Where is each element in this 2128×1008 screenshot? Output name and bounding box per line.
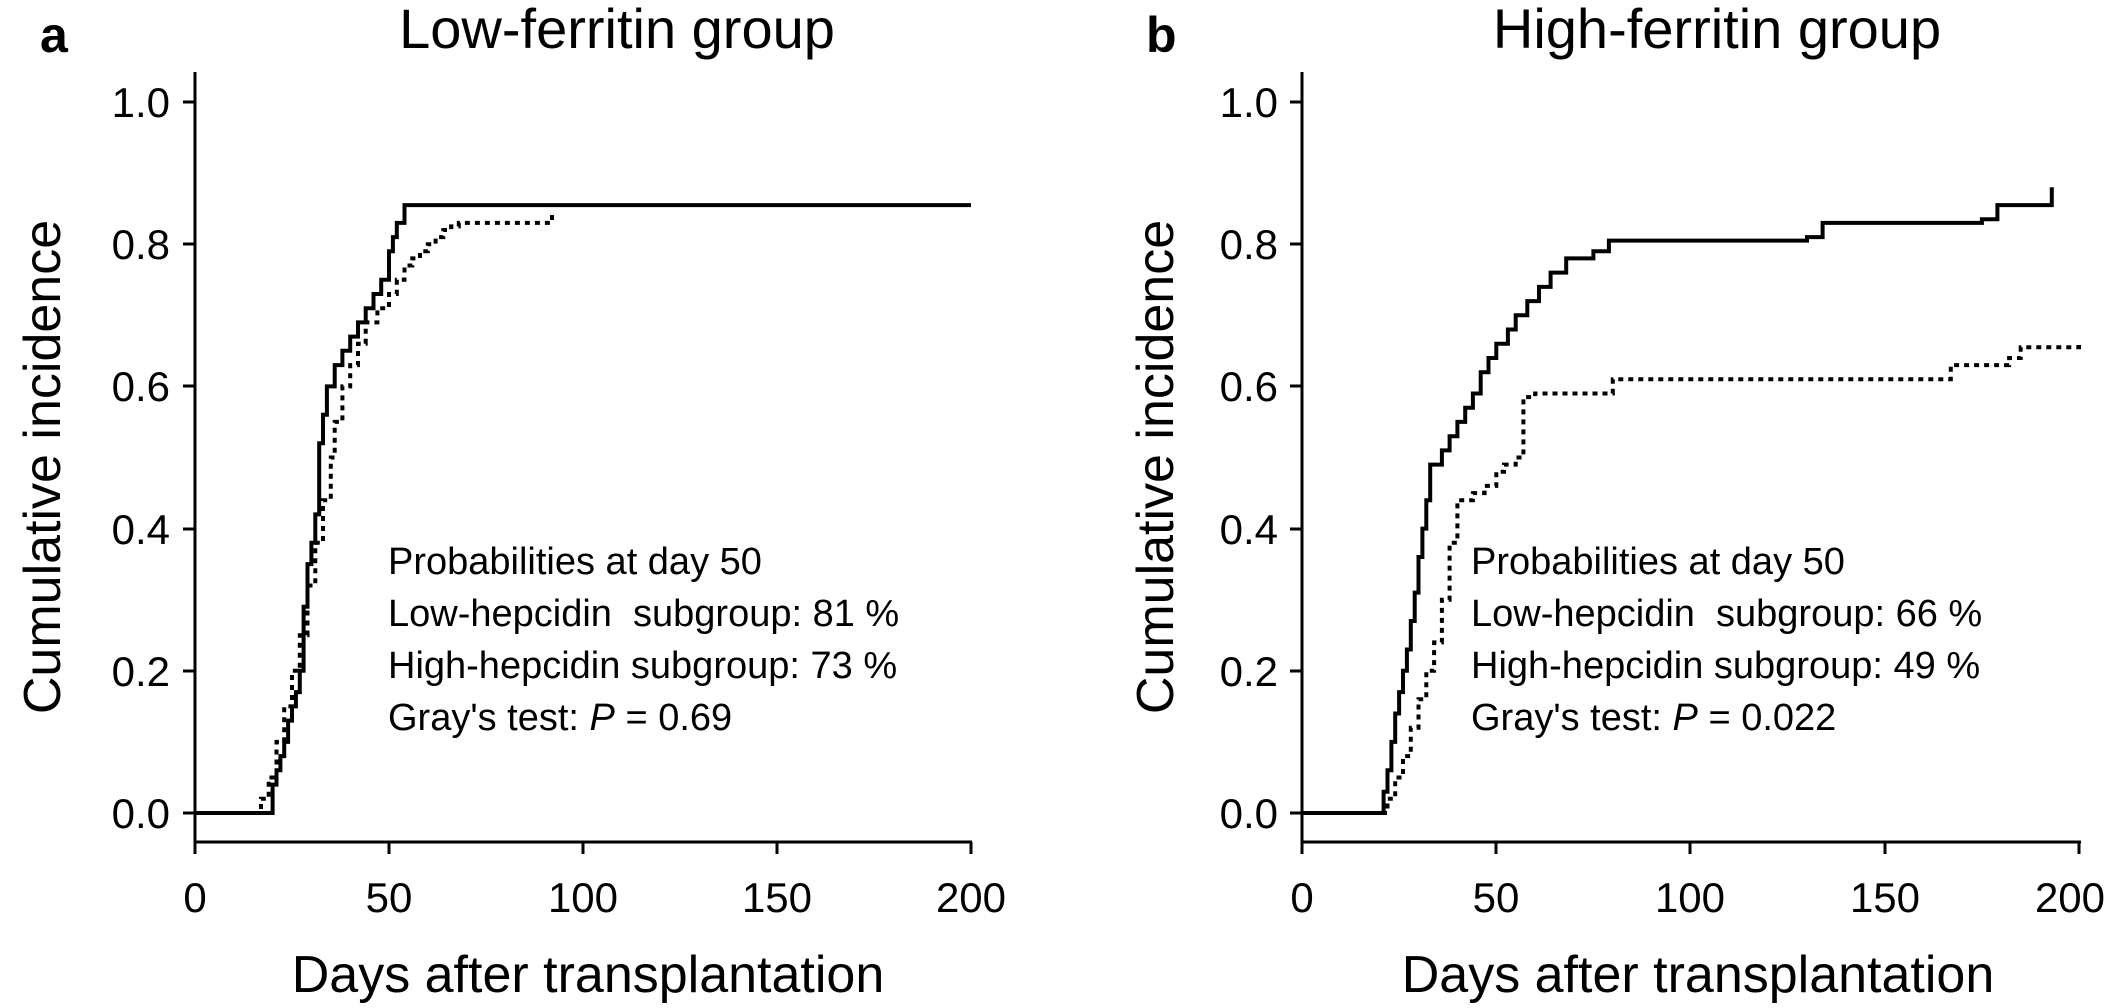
grays-test-p: P (1673, 697, 1699, 739)
annotation-high-hepcidin: High-hepcidin subgroup: 49 % (1471, 645, 1980, 687)
x-tick-label: 200 (936, 874, 1006, 921)
panel-a-y-ticks: 0.0 0.2 0.4 0.6 0.8 1.0 (112, 79, 195, 837)
panel-a-letter: a (40, 7, 69, 63)
annotation-heading: Probabilities at day 50 (1471, 541, 1845, 583)
y-tick-label: 0.2 (1220, 648, 1278, 695)
panel-b-x-ticks: 0 50 100 150 200 (1290, 842, 2105, 921)
x-tick-label: 150 (1850, 874, 1920, 921)
panel-a-xlabel: Days after transplantation (292, 946, 885, 1004)
panel-a-high-hepcidin-curve (195, 212, 554, 815)
panel-b-high-hepcidin-curve (1302, 343, 2081, 815)
grays-test-prefix: Gray's test: (388, 697, 590, 739)
panel-a: a Low-ferritin group Cumulative incidenc… (14, 0, 1006, 1004)
y-tick-label: 1.0 (112, 79, 170, 126)
panel-b-y-ticks: 0.0 0.2 0.4 0.6 0.8 1.0 (1220, 79, 1302, 837)
y-tick-label: 0.4 (1220, 506, 1278, 553)
panel-a-x-ticks: 0 50 100 150 200 (183, 842, 1006, 921)
x-tick-label: 150 (742, 874, 812, 921)
y-tick-label: 0.8 (112, 221, 170, 268)
panel-a-annotation: Probabilities at day 50 Low-hepcidin sub… (388, 541, 899, 739)
annotation-low-hepcidin: Low-hepcidin subgroup: 81 % (388, 593, 899, 635)
x-tick-label: 50 (366, 874, 413, 921)
y-tick-label: 0.0 (112, 790, 170, 837)
panel-b-title: High-ferritin group (1493, 0, 1941, 60)
panel-b: b High-ferritin group Cumulative inciden… (1127, 0, 2105, 1004)
y-tick-label: 0.2 (112, 648, 170, 695)
panel-b-annotation: Probabilities at day 50 Low-hepcidin sub… (1471, 541, 1982, 739)
panel-b-low-hepcidin-curve (1302, 187, 2054, 815)
annotation-grays-test: Gray's test: P = 0.022 (1471, 697, 1836, 739)
panel-a-ylabel: Cumulative incidence (14, 220, 72, 714)
x-tick-label: 200 (2035, 874, 2105, 921)
panel-a-title: Low-ferritin group (399, 0, 835, 60)
y-tick-label: 1.0 (1220, 79, 1278, 126)
x-tick-label: 50 (1473, 874, 1520, 921)
y-tick-label: 0.6 (112, 363, 170, 410)
panel-b-xlabel: Days after transplantation (1402, 946, 1995, 1004)
annotation-high-hepcidin: High-hepcidin subgroup: 73 % (388, 645, 897, 687)
grays-test-value: = 0.022 (1698, 697, 1836, 739)
panel-b-letter: b (1146, 7, 1177, 63)
x-tick-label: 0 (183, 874, 206, 921)
grays-test-value: = 0.69 (615, 697, 732, 739)
y-tick-label: 0.6 (1220, 363, 1278, 410)
grays-test-prefix: Gray's test: (1471, 697, 1673, 739)
panel-b-ylabel: Cumulative incidence (1127, 220, 1185, 714)
annotation-heading: Probabilities at day 50 (388, 541, 762, 583)
x-tick-label: 100 (548, 874, 618, 921)
grays-test-p: P (590, 697, 616, 739)
y-tick-label: 0.0 (1220, 790, 1278, 837)
y-tick-label: 0.4 (112, 506, 170, 553)
x-tick-label: 100 (1655, 874, 1725, 921)
x-tick-label: 0 (1290, 874, 1313, 921)
y-tick-label: 0.8 (1220, 221, 1278, 268)
annotation-grays-test: Gray's test: P = 0.69 (388, 697, 732, 739)
annotation-low-hepcidin: Low-hepcidin subgroup: 66 % (1471, 593, 1982, 635)
